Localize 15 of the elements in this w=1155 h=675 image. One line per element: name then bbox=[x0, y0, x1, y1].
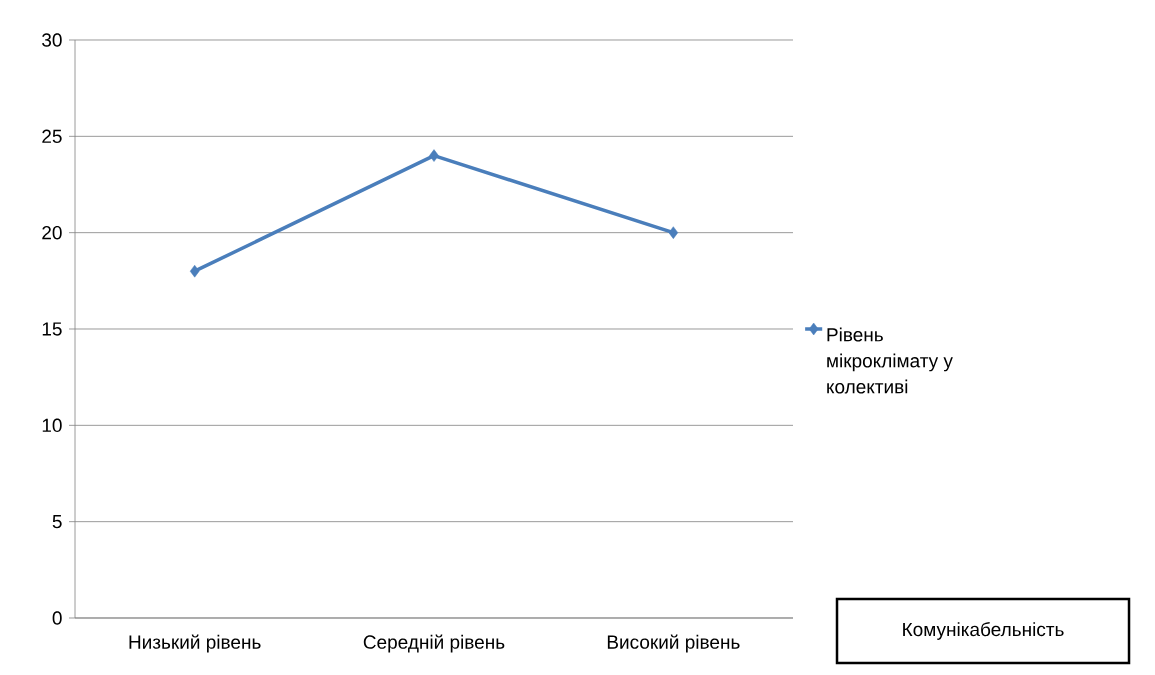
y-tick-label: 20 bbox=[42, 225, 62, 240]
y-tick-label: 30 bbox=[42, 33, 62, 47]
y-tick-label: 25 bbox=[42, 129, 62, 144]
x-tick-label: Високий рівень bbox=[607, 634, 740, 653]
point bbox=[668, 226, 679, 239]
point bbox=[189, 264, 200, 278]
y-tick-label: 5 bbox=[52, 515, 62, 529]
x-tick-label: Низький рівень bbox=[129, 634, 261, 653]
point bbox=[429, 149, 439, 162]
y-tick-label: 10 bbox=[42, 418, 62, 433]
text: Комунікабельність bbox=[903, 622, 1064, 640]
legend-label: Рівень мікроклімату у колективі bbox=[827, 327, 953, 394]
y-tick-label: 15 bbox=[42, 322, 62, 336]
y-tick-label: 0 bbox=[52, 611, 62, 625]
x-tick-label: Середній рівень bbox=[363, 634, 505, 653]
